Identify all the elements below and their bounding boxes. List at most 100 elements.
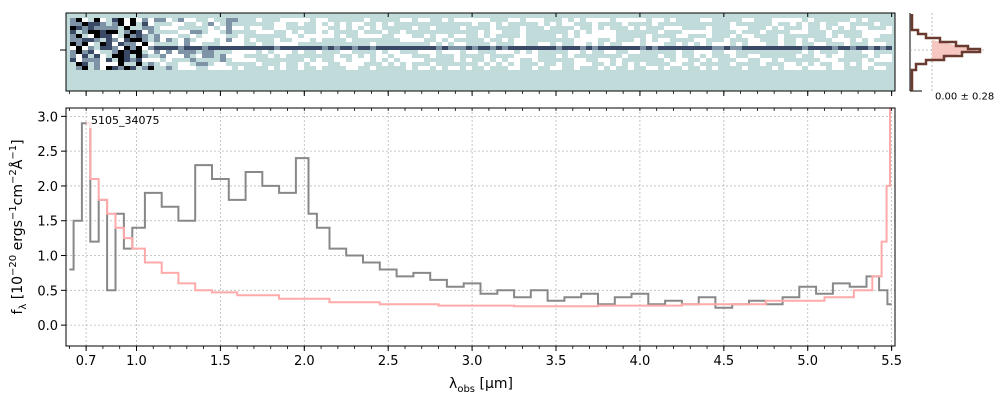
spectrum-2d-cell [196,30,202,34]
spectrum-2d-cell [472,50,478,54]
spectrum-2d-cell [832,30,838,34]
spectrum-2d-cell [196,58,202,62]
spectrum-2d-cell [598,46,604,50]
spectrum-2d-cell [106,30,112,34]
spectrum-2d-cell [394,26,400,30]
spectrum-2d-cell [862,26,868,30]
spectrum-2d-cell [394,50,400,54]
spectrum-2d-cell [586,46,592,50]
spectrum-2d-cell [640,22,646,26]
spectrum-2d-cell [676,34,682,38]
spectrum-2d-cell [562,26,568,30]
spectrum-2d-cell [124,30,130,34]
spectrum-2d-cell [514,30,520,34]
spectrum-2d-cell [184,50,190,54]
spectrum-2d-cell [730,46,736,50]
spectrum-2d-cell [124,22,130,26]
spectrum-2d-cell [688,54,694,58]
spectrum-2d-cell [856,66,862,70]
spectrum-2d-cell [484,18,490,22]
spectrum-2d-cell [88,38,94,42]
spectrum-2d-cell [304,42,310,46]
spectrum-2d-cell [220,46,226,50]
spectrum-2d-cell [856,50,862,54]
spectrum-2d-cell [832,46,838,50]
spectrum-2d-cell [652,46,658,50]
spectrum-2d-cell [484,54,490,58]
spectrum-2d-cell [532,42,538,46]
spectrum-2d-cell [460,30,466,34]
spectrum-2d-cell [808,34,814,38]
spectrum-2d-cell [340,34,346,38]
spectrum-2d-cell [754,30,760,34]
spectrum-2d-cell [382,66,388,70]
spectrum-2d-cell [400,34,406,38]
spectrum-2d-cell [406,50,412,54]
spectrum-2d-cell [652,42,658,46]
spectrum-2d-cell [466,30,472,34]
spectrum-2d-cell [586,50,592,54]
spectrum-2d-cell [556,54,562,58]
spectrum-2d-cell [316,46,322,50]
spectrum-2d-cell [118,26,124,30]
spectrum-2d-cell [292,54,298,58]
spectrum-2d-cell [664,66,670,70]
spectrum-2d-cell [166,66,172,70]
spectrum-2d-cell [652,34,658,38]
spectrum-2d-cell [508,46,514,50]
spectrum-2d-cell [820,26,826,30]
spectrum-2d-cell [166,18,172,22]
spectrum-2d-cell [334,42,340,46]
spectrum-2d-cell [844,62,850,66]
spectrum-2d-cell [484,38,490,42]
spectrum-2d-cell [550,46,556,50]
spectrum-2d-cell [202,46,208,50]
spectrum-2d-cell [148,46,154,50]
spectrum-2d-cell [256,26,262,30]
spectrum-2d-cell [130,46,136,50]
spectrum-2d-cell [370,50,376,54]
spectrum-2d-cell [322,30,328,34]
spectrum-2d-cell [802,26,808,30]
spectrum-2d-cell [262,22,268,26]
spectrum-2d-cell [814,50,820,54]
spectrum-2d-cell [292,66,298,70]
spectrum-2d-cell [352,58,358,62]
spectrum-2d-cell [304,22,310,26]
spectrum-2d-cell [664,46,670,50]
spectrum-2d-cell [826,38,832,42]
spectrum-2d-cell [226,54,232,58]
spectrum-2d-cell [862,62,868,66]
spectrum-2d-cell [622,18,628,22]
spectrum-2d-cell [622,30,628,34]
spectrum-2d-cell [520,38,526,42]
spectrum-2d-cell [292,26,298,30]
spectrum-2d-cell [256,22,262,26]
spectrum-2d-cell [628,30,634,34]
spectrum-2d-cell [538,66,544,70]
spectrum-2d-cell [472,54,478,58]
spectrum-2d-cell [202,34,208,38]
spectrum-2d-cell [448,22,454,26]
y-label-mid2: cm [10,184,26,205]
spectrum-2d-cell [352,30,358,34]
spectrum-2d-cell [706,30,712,34]
profile-annotation: 0.00 ± 0.28 [935,91,994,102]
spectrum-2d-cell [664,50,670,54]
spectrum-2d-cell [346,34,352,38]
spectrum-2d-cell [820,22,826,26]
spectrum-2d-cell [760,42,766,46]
spectrum-2d-cell [208,50,214,54]
spectrum-2d-cell [880,66,886,70]
spectrum-2d-cell [70,38,76,42]
spectrum-2d-cell [790,38,796,42]
spectrum-2d-cell [400,62,406,66]
spectrum-2d-cell [808,66,814,70]
spectrum-2d-cell [190,58,196,62]
spectrum-2d-cell [784,62,790,66]
spectrum-2d-cell [580,46,586,50]
y-tick-label: 0.5 [37,284,58,299]
spectrum-1d-panel: 0.7 1.0 1.5 2.0 2.5 3.0 3.5 4.0 4.5 5.0 5.5 0.00.5… [8,107,902,395]
spectrum-2d-cell [82,58,88,62]
